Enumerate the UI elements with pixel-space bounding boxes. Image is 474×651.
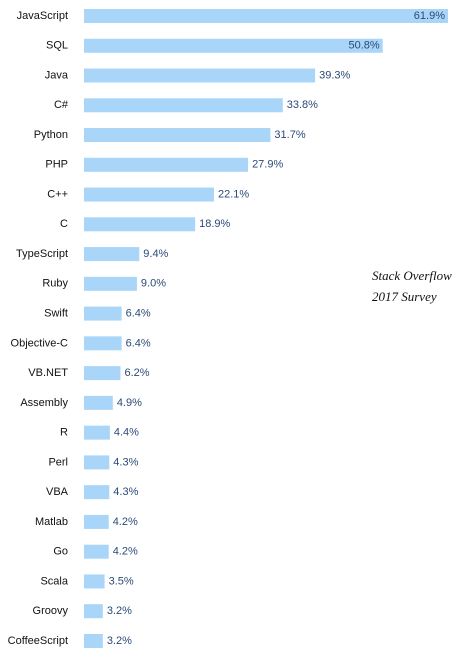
value-label: 4.4%	[114, 427, 139, 439]
bar	[84, 247, 140, 262]
bar	[84, 68, 316, 83]
category-label: Groovy	[33, 605, 69, 617]
category-label: Perl	[48, 456, 68, 468]
category-label: Python	[34, 129, 68, 141]
bar	[84, 306, 122, 321]
value-label: 3.5%	[109, 575, 134, 587]
bar	[84, 455, 110, 470]
bar	[84, 544, 109, 559]
value-label: 18.9%	[199, 218, 230, 230]
category-label: Assembly	[20, 397, 68, 409]
value-label: 4.9%	[117, 397, 142, 409]
bar	[84, 604, 103, 619]
category-label: Swift	[44, 308, 68, 320]
value-label: 31.7%	[274, 129, 305, 141]
category-label: VBA	[46, 486, 69, 498]
value-label: 39.3%	[319, 69, 350, 81]
bar	[84, 157, 249, 172]
bar	[84, 98, 283, 113]
bar	[84, 187, 214, 202]
category-label: SQL	[46, 40, 68, 52]
category-label: C	[60, 218, 68, 230]
category-label: JavaScript	[17, 10, 68, 22]
value-label: 9.0%	[141, 278, 166, 290]
bar	[84, 38, 383, 53]
bar	[84, 336, 122, 351]
bar	[84, 9, 448, 23]
value-label: 3.2%	[107, 605, 132, 617]
category-label: C#	[54, 99, 69, 111]
category-label: CoffeeScript	[8, 635, 68, 647]
value-label: 9.4%	[143, 248, 168, 260]
annotation: 2017 Survey	[372, 289, 437, 304]
bar	[84, 425, 110, 440]
bar	[84, 633, 103, 648]
value-label: 50.8%	[349, 40, 380, 52]
bar	[84, 366, 121, 381]
category-label: Ruby	[42, 278, 68, 290]
bar	[84, 217, 196, 232]
category-label: Go	[53, 546, 68, 558]
value-label: 4.2%	[113, 546, 138, 558]
bar	[84, 128, 271, 143]
value-label: 22.1%	[218, 188, 249, 200]
bar	[84, 395, 113, 410]
value-label: 33.8%	[287, 99, 318, 111]
category-label: C++	[47, 188, 68, 200]
bar	[84, 514, 109, 529]
category-label: Scala	[40, 575, 68, 587]
category-label: Java	[45, 69, 69, 81]
value-label: 27.9%	[252, 159, 283, 171]
value-label: 61.9%	[414, 10, 445, 22]
value-label: 6.4%	[126, 337, 151, 349]
value-label: 3.2%	[107, 635, 132, 647]
value-label: 4.3%	[113, 486, 138, 498]
category-label: VB.NET	[28, 367, 68, 379]
value-label: 4.2%	[113, 516, 138, 528]
category-label: Matlab	[35, 516, 68, 528]
value-label: 6.2%	[124, 367, 149, 379]
bar	[84, 485, 110, 500]
bar	[84, 574, 105, 589]
annotation: Stack Overflow	[372, 268, 452, 283]
category-label: Objective-C	[11, 337, 69, 349]
category-label: PHP	[45, 159, 68, 171]
category-label: TypeScript	[16, 248, 68, 260]
category-label: R	[60, 427, 68, 439]
value-label: 4.3%	[113, 456, 138, 468]
bar	[84, 276, 137, 291]
value-label: 6.4%	[126, 308, 151, 320]
